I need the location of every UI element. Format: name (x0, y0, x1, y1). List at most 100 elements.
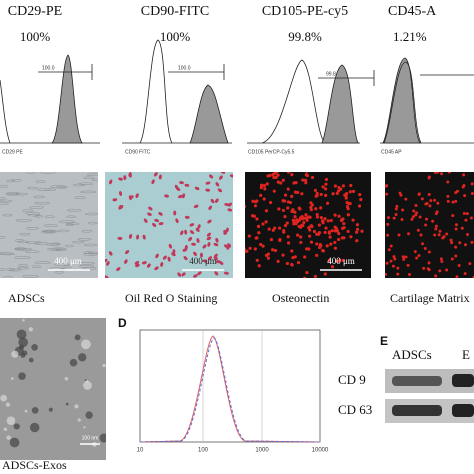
texture-dot (326, 219, 330, 223)
texture-dot (55, 186, 69, 189)
curve (382, 57, 421, 144)
texture-dot (44, 215, 55, 218)
texture-dot (302, 220, 306, 225)
texture-dot (173, 210, 177, 216)
texture-dot (434, 212, 438, 216)
texture-dot (410, 217, 414, 221)
texture-dot (346, 213, 350, 217)
texture-dot (24, 409, 28, 413)
texture-dot (434, 224, 438, 228)
texture-dot (315, 232, 319, 236)
texture-dot (339, 187, 343, 191)
texture-dot (420, 242, 424, 246)
texture-dot (348, 190, 352, 194)
scale-label: 400 μm (189, 256, 217, 266)
texture-dot (43, 224, 58, 227)
texture-dot (395, 204, 399, 208)
texture-dot (10, 377, 14, 380)
texture-dot (180, 230, 184, 236)
texture-dot (317, 223, 321, 227)
flow-percent: 99.8% (288, 29, 322, 44)
scale-label: 100 nm (82, 435, 99, 441)
texture-dot (293, 210, 297, 214)
flow-title: CD45-A (388, 4, 437, 19)
texture-dot (296, 190, 300, 195)
flow-labels: CD29-PE 100% CD90-FITC 100% CD105-PE-cy5… (8, 4, 437, 44)
texture-dot (325, 244, 329, 248)
texture-dot (319, 216, 324, 220)
texture-dot (446, 180, 450, 184)
texture-dot (147, 212, 152, 216)
size-plot (139, 329, 321, 443)
texture-dot (441, 236, 445, 240)
panel-label: E (380, 334, 388, 348)
texture-dot (346, 207, 350, 211)
texture-dot (331, 192, 335, 196)
texture-dot (413, 250, 417, 254)
row-label: CD 63 (338, 402, 372, 417)
texture-dot (310, 175, 315, 180)
texture-dot (272, 175, 276, 180)
texture-dot (285, 261, 290, 266)
plot-frame (139, 329, 321, 443)
texture-dot (184, 229, 188, 235)
texture-dot (74, 334, 81, 341)
texture-dot (81, 229, 93, 233)
texture-dot (261, 222, 265, 226)
axis-label: CD90 FITC (125, 149, 151, 155)
texture-dot (327, 259, 331, 263)
texture-dot (229, 174, 233, 178)
texture-dot (223, 271, 229, 275)
texture-dot (116, 267, 121, 271)
micrograph (0, 172, 98, 278)
texture-dot (235, 233, 238, 236)
texture-dot (175, 218, 179, 224)
texture-dot (48, 407, 53, 412)
texture-dot (407, 272, 411, 276)
texture-dot (268, 200, 273, 205)
texture-dot (215, 237, 219, 243)
texture-dot (450, 241, 454, 245)
texture-dot (87, 221, 98, 225)
texture-dot (188, 236, 193, 242)
texture-dot (266, 256, 271, 260)
texture-dot (313, 188, 317, 192)
texture-dot (271, 248, 275, 252)
texture-dot (25, 227, 40, 230)
texture-dot (259, 186, 263, 190)
texture-dot (466, 232, 470, 236)
texture-dot (200, 252, 204, 258)
texture-dot (315, 253, 319, 257)
texture-dot (297, 224, 301, 229)
texture-dot (146, 263, 151, 268)
texture-dot (0, 197, 6, 200)
texture-dot (51, 247, 67, 250)
texture-dot (0, 202, 9, 205)
texture-dot (28, 206, 45, 209)
texture-dot (84, 212, 98, 216)
texture-dot (281, 178, 285, 182)
texture-dot (424, 217, 428, 221)
texture-dot (267, 227, 271, 231)
texture-dot (462, 173, 466, 177)
texture-dot (255, 236, 259, 240)
flow-small-labels: 100.0 100.0 99.8 CD29 PE CD90 FITC CD105… (2, 65, 402, 155)
texture-dot (78, 182, 94, 186)
texture-dot (0, 268, 6, 271)
texture-dot (78, 353, 87, 362)
texture-dot (13, 423, 20, 430)
texture-dot (300, 192, 304, 196)
texture-dot (78, 262, 95, 265)
texture-dot (340, 218, 344, 222)
texture-dot (208, 174, 214, 179)
texture-dot (77, 418, 81, 422)
texture-dot (183, 256, 188, 261)
texture-dot (245, 231, 246, 234)
texture-dot (423, 246, 427, 250)
texture-dot (275, 172, 279, 174)
texture-dot (429, 199, 433, 203)
texture-dot (420, 197, 424, 201)
texture-dot (315, 242, 319, 246)
texture-dot (427, 193, 431, 197)
texture-dot (305, 247, 309, 251)
